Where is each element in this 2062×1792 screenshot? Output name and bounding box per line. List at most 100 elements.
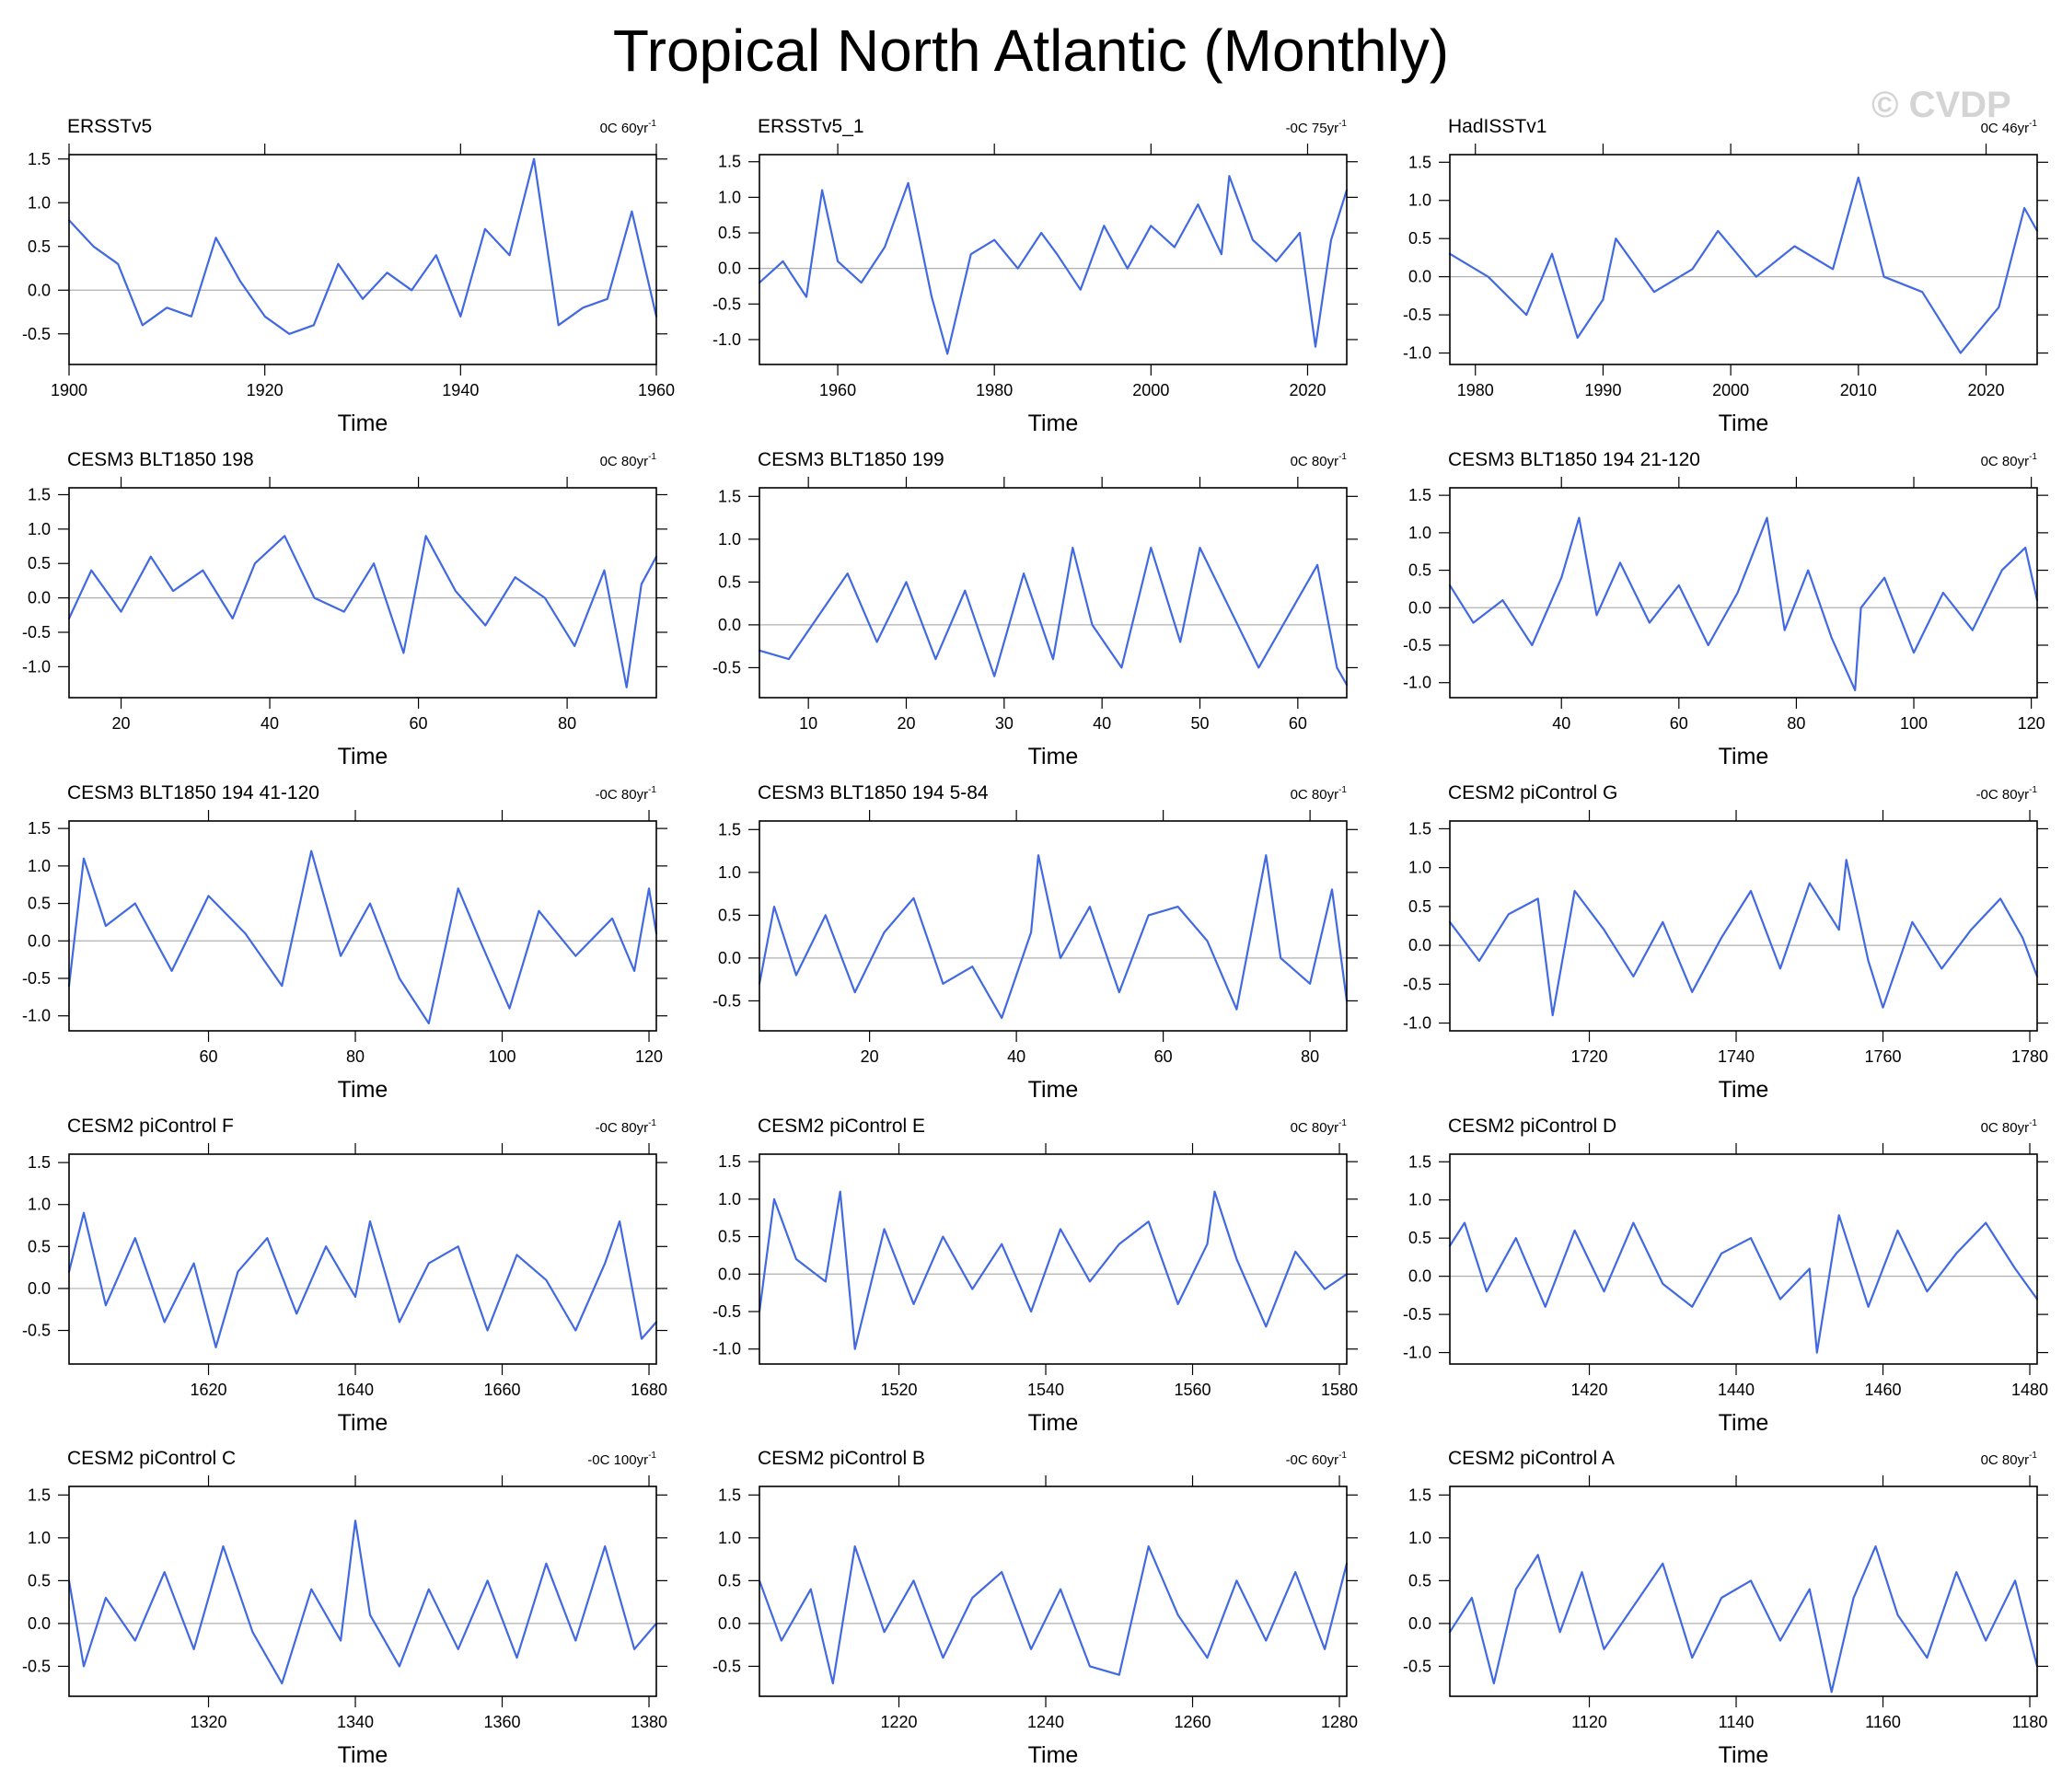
y-tick-label: 1.0: [718, 188, 741, 206]
y-tick-label: 1.0: [1408, 524, 1431, 542]
x-tick-label: 1740: [1718, 1047, 1755, 1066]
x-tick-label: 1980: [976, 381, 1013, 399]
x-tick-label: 1680: [631, 1381, 667, 1399]
trend-value: 0C 80yr: [600, 454, 649, 469]
y-tick-label: 0.5: [1408, 561, 1431, 580]
plot-frame: [759, 487, 1348, 699]
x-tick-label: 20: [861, 1047, 879, 1066]
x-tick-label: 1220: [881, 1713, 918, 1731]
x-tick-label: 2000: [1132, 381, 1169, 399]
trend-label: 0C 46yr-1: [1981, 119, 2038, 136]
x-tick-label: 1960: [638, 381, 675, 399]
y-tick-label: 0.5: [1408, 1229, 1431, 1247]
trend-exponent: -1: [648, 785, 656, 795]
trend-value: -0C 75yr: [1286, 121, 1339, 136]
trend-label: -0C 80yr-1: [596, 785, 657, 803]
series-line: [1448, 176, 2039, 354]
y-tick-label: 0.0: [1408, 1614, 1431, 1633]
y-tick-label: -0.5: [1403, 636, 1431, 654]
y-tick-label: 1.5: [1408, 1486, 1431, 1504]
x-tick-label: 1160: [1865, 1713, 1901, 1731]
x-axis-label: Time: [1719, 410, 1769, 436]
trend-label: -0C 100yr-1: [587, 1451, 656, 1468]
y-tick-label: -0.5: [712, 658, 741, 676]
y-tick-label: 1.5: [28, 1486, 51, 1504]
trend-value: -0C 80yr: [596, 1120, 649, 1136]
y-tick-label: -0.5: [22, 325, 51, 343]
trend-exponent: -1: [1338, 1451, 1347, 1461]
x-axis-label: Time: [338, 1410, 388, 1436]
y-tick-label: -1.0: [1403, 344, 1431, 363]
y-tick-label: -1.0: [712, 330, 741, 349]
trend-exponent: -1: [1338, 785, 1347, 795]
plot-frame: [759, 1153, 1348, 1365]
trend-value: -0C 80yr: [1976, 787, 2030, 803]
y-tick-label: 0.5: [28, 1237, 51, 1255]
series-line: [758, 1544, 1349, 1685]
y-tick-label: -0.5: [712, 1657, 741, 1675]
panel-title: CESM3 BLT1850 194 5-84: [758, 782, 989, 804]
y-tick-label: 1.0: [718, 863, 741, 882]
x-axis-label: Time: [338, 744, 388, 769]
y-tick-label: 1.0: [718, 1529, 741, 1547]
y-tick-label: 0.0: [1408, 1267, 1431, 1286]
series-line: [1448, 1214, 2039, 1354]
x-tick-label: 40: [261, 714, 279, 733]
plot-frame: [68, 487, 657, 699]
trend-exponent: -1: [648, 1451, 656, 1461]
y-tick-label: 0.0: [28, 1614, 51, 1633]
y-tick-label: 1.5: [28, 485, 51, 503]
x-tick-label: 20: [897, 714, 915, 733]
trend-exponent: -1: [1338, 1118, 1347, 1128]
x-tick-label: 10: [799, 714, 817, 733]
y-tick-label: -0.5: [712, 991, 741, 1010]
x-tick-label: 1980: [1457, 381, 1494, 399]
panel-title: CESM2 piControl C: [67, 1448, 236, 1469]
trend-label: -0C 80yr-1: [596, 1118, 657, 1136]
x-tick-label: 60: [1670, 714, 1688, 733]
y-tick-label: -1.0: [22, 1007, 51, 1025]
y-tick-label: 0.5: [28, 554, 51, 572]
y-tick-label: 0.0: [1408, 268, 1431, 286]
x-tick-label: 1520: [881, 1381, 918, 1399]
panel-14: CESM2 piControl B -0C 60yr-1 -0.5 0.0 0.5 1.0…: [712, 1448, 1358, 1768]
y-tick-label: 1.0: [1408, 1529, 1431, 1547]
y-tick-label: 0.5: [718, 1228, 741, 1246]
y-tick-label: -0.5: [1403, 306, 1431, 324]
x-tick-label: 30: [995, 714, 1014, 733]
panel-title: CESM3 BLT1850 194 21-120: [1448, 449, 1700, 470]
y-tick-label: 0.5: [1408, 897, 1431, 916]
y-tick-label: 1.5: [718, 820, 741, 838]
panel-13: CESM2 piControl C -0C 100yr-1 -0.5 0.0 0.5 1.…: [22, 1448, 667, 1768]
trend-label: 0C 60yr-1: [600, 119, 657, 136]
y-tick-label: 1.5: [28, 150, 51, 168]
y-tick-label: -0.5: [712, 1302, 741, 1321]
panel-2: ERSSTv5_1 -0C 75yr-1 -1.0 -0.5 0.0 0.5 1.0 1.5 1…: [712, 116, 1358, 436]
x-tick-label: 1280: [1321, 1713, 1358, 1731]
trend-exponent: -1: [2029, 119, 2037, 129]
x-tick-label: 1120: [1571, 1713, 1607, 1731]
plot-frame: [759, 1486, 1348, 1697]
y-tick-label: -0.5: [1403, 975, 1431, 993]
x-tick-label: 1460: [1865, 1381, 1902, 1399]
x-tick-label: 120: [635, 1047, 663, 1066]
series-line: [67, 157, 658, 335]
x-tick-label: 1240: [1027, 1713, 1064, 1731]
panel-title: CESM2 piControl D: [1448, 1116, 1616, 1137]
panel-5: CESM3 BLT1850 199 0C 80yr-1 -0.5 0.0 0.5 1.0 1…: [712, 449, 1358, 769]
y-tick-label: 1.0: [28, 857, 51, 875]
trend-exponent: -1: [1338, 119, 1347, 129]
trend-value: 0C 80yr: [1291, 454, 1339, 469]
y-tick-label: -1.0: [22, 657, 51, 676]
panel-title: CESM3 BLT1850 199: [758, 449, 944, 470]
x-axis-label: Time: [1028, 410, 1079, 436]
plot-frame: [759, 820, 1348, 1032]
trend-exponent: -1: [648, 1118, 656, 1128]
y-tick-label: 1.0: [1408, 859, 1431, 877]
x-tick-label: 60: [1154, 1047, 1173, 1066]
x-tick-label: 1990: [1584, 381, 1621, 399]
y-tick-label: 1.0: [28, 193, 51, 212]
x-tick-label: 1380: [631, 1713, 667, 1731]
x-tick-label: 1560: [1175, 1381, 1211, 1399]
